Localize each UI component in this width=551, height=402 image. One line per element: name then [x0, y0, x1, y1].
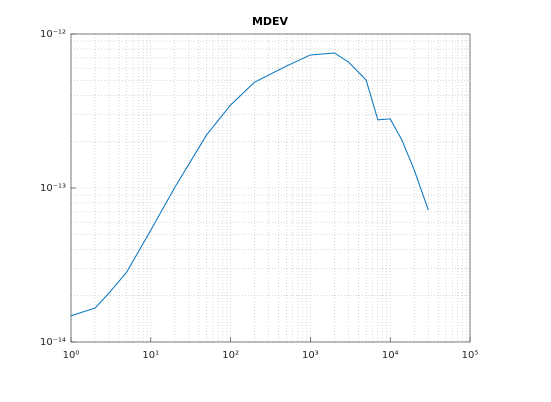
y-tick-label: 10⁻¹³	[40, 183, 66, 194]
axes-box	[70, 33, 471, 343]
x-tick-label: 10¹	[142, 350, 159, 361]
y-tick-label: 10⁻¹²	[40, 29, 66, 40]
x-tick-label: 10⁰	[63, 350, 80, 361]
y-tick-label: 10⁻¹⁴	[40, 337, 66, 348]
x-tick-label: 10³	[302, 350, 319, 361]
x-tick-label: 10⁴	[382, 350, 399, 361]
series-line	[70, 52, 429, 317]
chart-title: MDEV	[252, 15, 289, 28]
x-tick-label: 10²	[222, 350, 239, 361]
x-tick-label: 10⁵	[462, 350, 479, 361]
